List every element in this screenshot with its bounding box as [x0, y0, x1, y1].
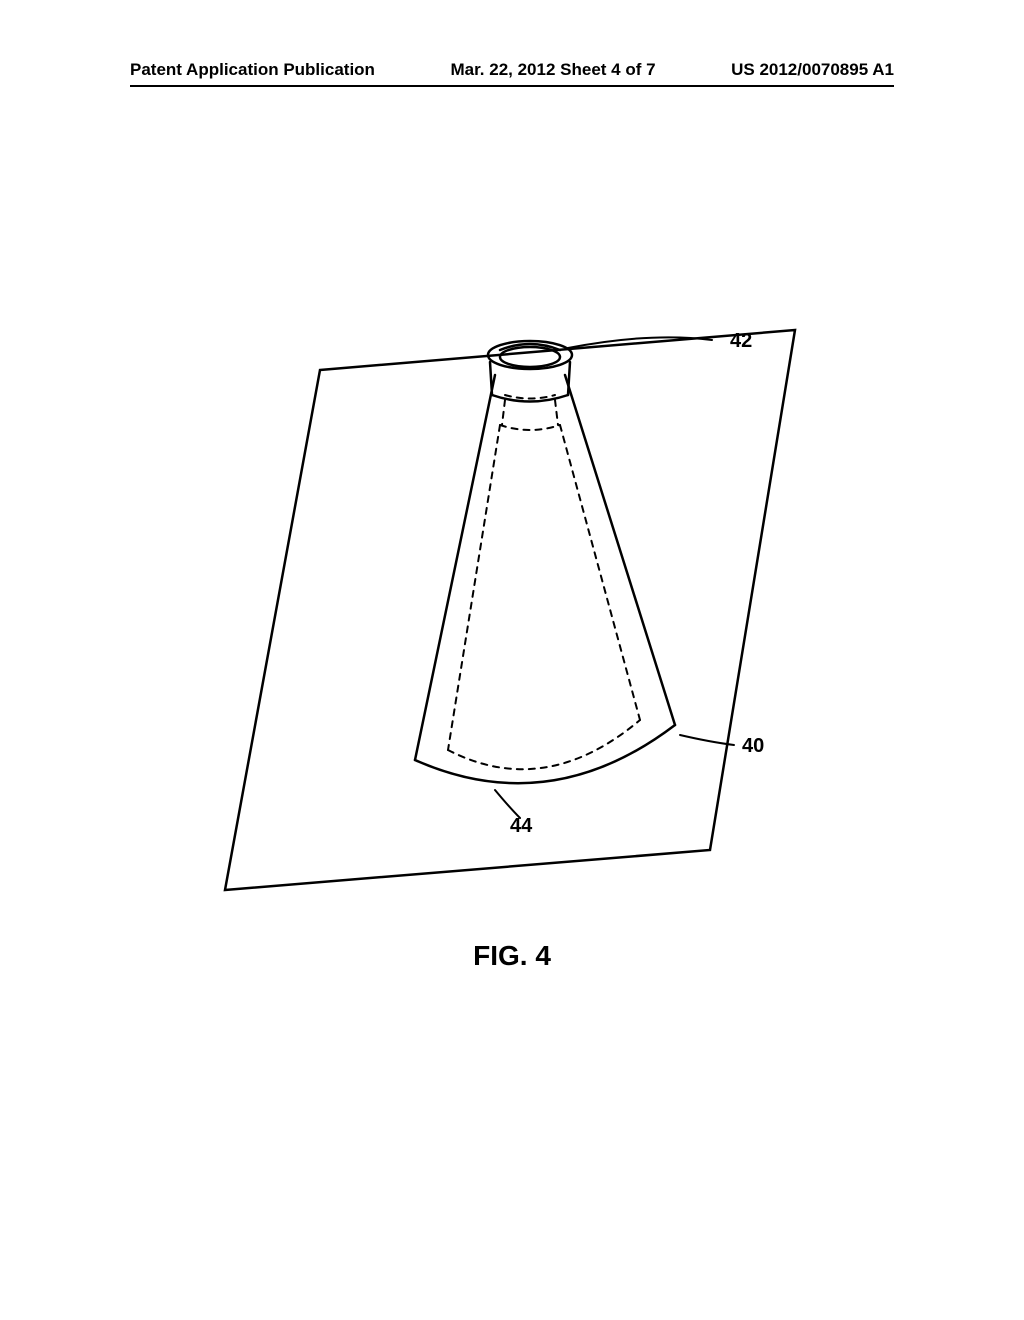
- reference-44: 44: [510, 815, 532, 838]
- patent-drawing: [200, 320, 800, 900]
- header-left: Patent Application Publication: [130, 60, 375, 80]
- figure-4: 42 40 44: [200, 320, 800, 900]
- figure-caption: FIG. 4: [0, 940, 1024, 972]
- header-center: Mar. 22, 2012 Sheet 4 of 7: [451, 60, 656, 80]
- header-divider: [130, 85, 894, 87]
- header-right: US 2012/0070895 A1: [731, 60, 894, 80]
- reference-40: 40: [742, 735, 764, 758]
- page-header: Patent Application Publication Mar. 22, …: [0, 60, 1024, 80]
- reference-42: 42: [730, 330, 752, 353]
